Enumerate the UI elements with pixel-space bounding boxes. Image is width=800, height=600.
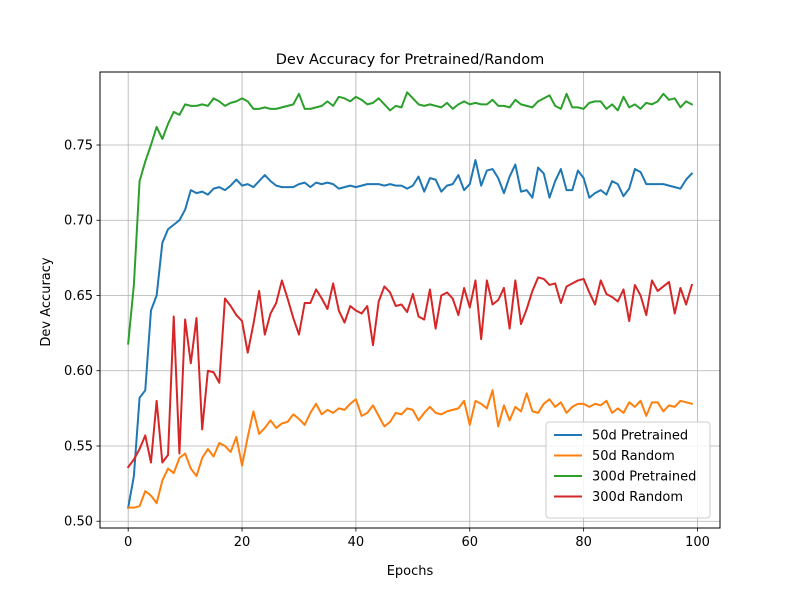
y-tick-label: 0.70	[64, 214, 93, 229]
series-line	[127, 389, 694, 509]
chart-title: Dev Accuracy for Pretrained/Random	[276, 52, 544, 68]
legend-label: 50d Random	[592, 449, 675, 464]
legend-box	[545, 421, 711, 519]
x-tick-label: 40	[348, 535, 365, 550]
x-tick-label: 20	[234, 535, 251, 550]
legend-label: 50d Pretrained	[592, 429, 688, 444]
series-line	[127, 159, 694, 509]
x-tick-label: 80	[575, 535, 592, 550]
x-tick-label: 60	[462, 535, 479, 550]
legend-label: 300d Pretrained	[592, 470, 696, 485]
x-tick-label: 100	[685, 535, 710, 550]
legend: 50d Pretrained 50d Random 300d Pretrained 3…	[545, 421, 711, 519]
series-line	[126, 276, 694, 469]
legend-label: 300d Random	[592, 490, 683, 505]
y-tick-label: 0.65	[64, 289, 93, 304]
plot-series	[126, 91, 694, 509]
axis-ticks: 0 20 40 60 80 100 0.50 0.55 0.60 0.65 0.70 0.75	[64, 138, 710, 550]
x-axis-label: Epochs	[387, 564, 434, 579]
plot-frame	[99, 71, 721, 529]
y-tick-label: 0.60	[64, 364, 93, 379]
y-tick-label: 0.75	[64, 138, 93, 153]
y-tick-label: 0.55	[64, 439, 93, 454]
x-tick-label: 0	[124, 535, 132, 550]
series-line	[127, 91, 694, 345]
grid-lines	[100, 72, 720, 528]
y-tick-label: 0.50	[64, 515, 93, 530]
y-axis-label: Dev Accuracy	[39, 257, 54, 346]
